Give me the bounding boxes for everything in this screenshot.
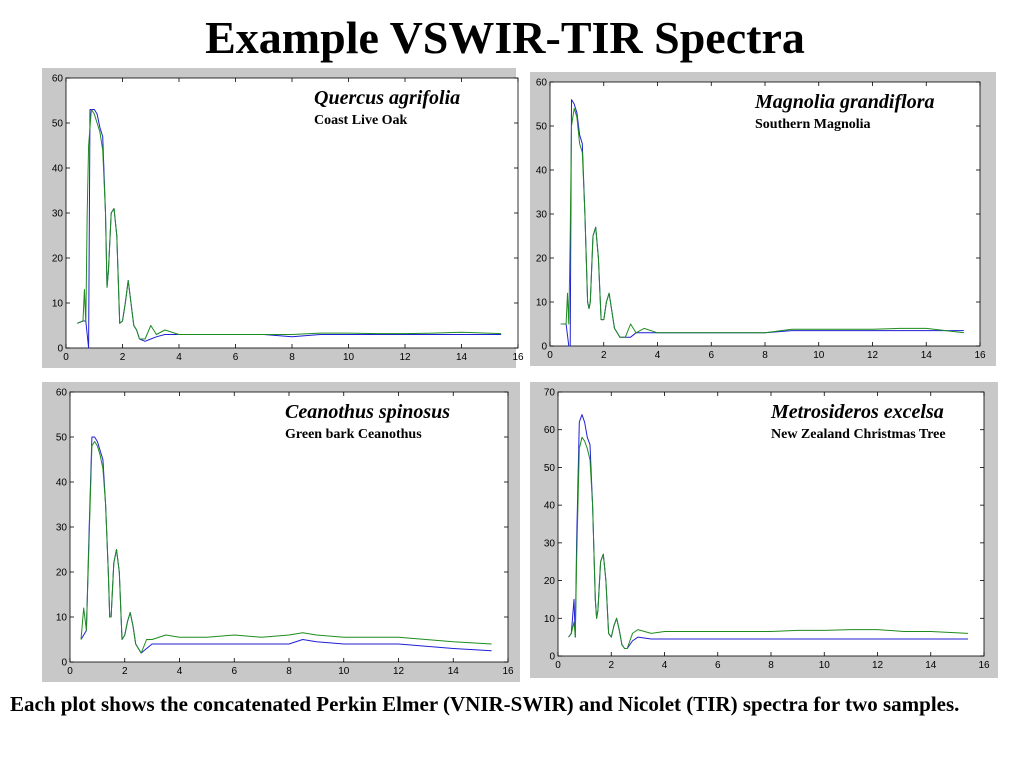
y-tick-label: 40 [56, 478, 68, 489]
plot-area [69, 391, 509, 663]
common-name: Green bark Ceanothus [285, 427, 422, 442]
y-tick-label: 50 [52, 119, 64, 130]
y-tick-label: 40 [536, 166, 548, 177]
y-tick-label: 0 [541, 342, 547, 353]
x-tick-label: 2 [122, 666, 128, 677]
x-tick-label: 8 [286, 666, 292, 677]
y-tick-label: 0 [57, 344, 63, 355]
x-tick-label: 14 [448, 666, 460, 677]
x-tick-label: 6 [233, 352, 239, 363]
plot-area [557, 391, 985, 657]
common-name: Southern Magnolia [755, 117, 871, 132]
y-tick-label: 20 [56, 568, 68, 579]
spectrum-line-green [568, 436, 969, 649]
spectra-chart-ceanothus: 0 2 4 6 8 10 12 14 16 0 10 20 30 40 50 60 Ceanothus spin… [56, 388, 514, 678]
y-tick-label: 30 [52, 209, 64, 220]
common-name: Coast Live Oak [314, 113, 408, 128]
y-tick-label: 10 [536, 298, 548, 309]
y-tick-label: 70 [544, 388, 556, 399]
y-tick-label: 50 [544, 463, 556, 474]
x-tick-label: 6 [715, 660, 721, 671]
x-tick-label: 14 [921, 350, 933, 361]
x-tick-label: 2 [601, 350, 607, 361]
species-name: Quercus agrifolia [314, 87, 460, 109]
y-tick-label: 20 [544, 576, 556, 587]
x-tick-label: 2 [120, 352, 126, 363]
figure-caption: Each plot shows the concatenated Perkin … [10, 692, 960, 716]
x-tick-label: 4 [176, 352, 182, 363]
chart-panel-ceanothus: 0 2 4 6 8 10 12 14 16 0 10 20 30 40 50 60 Ceanothus spin… [42, 382, 520, 682]
y-tick-label: 20 [536, 254, 548, 265]
x-tick-label: 6 [708, 350, 714, 361]
common-name: New Zealand Christmas Tree [771, 427, 946, 442]
x-tick-label: 10 [343, 352, 355, 363]
y-tick-label: 60 [544, 425, 556, 436]
species-name: Metrosideros excelsa [770, 401, 944, 423]
x-tick-label: 12 [867, 350, 879, 361]
y-tick-label: 40 [544, 501, 556, 512]
x-tick-label: 16 [512, 352, 524, 363]
x-tick-label: 12 [399, 352, 411, 363]
plot-area [65, 77, 519, 349]
y-tick-label: 60 [52, 74, 64, 85]
y-tick-label: 30 [56, 523, 68, 534]
x-tick-label: 4 [177, 666, 183, 677]
chart-panel-magnolia: 0 2 4 6 8 10 12 14 16 0 10 20 30 40 50 60 Magnolia grand… [530, 72, 996, 366]
x-tick-label: 8 [762, 350, 768, 361]
x-tick-label: 0 [555, 660, 561, 671]
y-tick-label: 50 [536, 122, 548, 133]
page-title: Example VSWIR-TIR Spectra [205, 12, 805, 63]
x-tick-label: 4 [655, 350, 661, 361]
spectrum-line-green [560, 107, 964, 338]
y-tick-label: 30 [536, 210, 548, 221]
x-tick-label: 12 [393, 666, 405, 677]
x-tick-label: 4 [662, 660, 668, 671]
x-tick-label: 14 [456, 352, 468, 363]
spectrum-line-green [80, 441, 492, 654]
y-tick-label: 10 [56, 613, 68, 624]
y-tick-label: 20 [52, 254, 64, 265]
y-tick-label: 50 [56, 433, 68, 444]
y-tick-label: 0 [61, 658, 67, 669]
spectrum-line-green [77, 109, 502, 340]
chart-panel-metrosideros: 0 2 4 6 8 10 12 14 16 0 10 20 30 40 50 60 70 Metrosideros… [530, 382, 998, 678]
y-tick-label: 10 [544, 614, 556, 625]
spectra-chart-metrosideros: 0 2 4 6 8 10 12 14 16 0 10 20 30 40 50 60 70 Metrosideros… [544, 388, 990, 672]
y-tick-label: 0 [549, 652, 555, 663]
spectra-chart-magnolia: 0 2 4 6 8 10 12 14 16 0 10 20 30 40 50 60 Magnolia grand… [536, 78, 986, 362]
x-tick-label: 0 [67, 666, 73, 677]
y-tick-label: 10 [52, 299, 64, 310]
x-tick-label: 12 [872, 660, 884, 671]
y-tick-label: 30 [544, 538, 556, 549]
chart-panel-quercus: 0 2 4 6 8 10 12 14 16 0 10 20 30 40 50 60 Quercus agrifo… [42, 68, 524, 368]
x-tick-label: 6 [231, 666, 237, 677]
x-tick-label: 16 [978, 660, 990, 671]
x-tick-label: 8 [768, 660, 774, 671]
y-tick-label: 40 [52, 164, 64, 175]
x-tick-label: 14 [925, 660, 937, 671]
spectra-chart-quercus: 0 2 4 6 8 10 12 14 16 0 10 20 30 40 50 60 Quercus agrifo… [52, 74, 524, 364]
x-tick-label: 10 [338, 666, 350, 677]
x-tick-label: 2 [608, 660, 614, 671]
x-tick-label: 10 [813, 350, 825, 361]
x-tick-label: 16 [974, 350, 986, 361]
x-tick-label: 10 [819, 660, 831, 671]
x-tick-label: 0 [547, 350, 553, 361]
x-tick-label: 16 [502, 666, 514, 677]
y-tick-label: 60 [536, 78, 548, 89]
species-name: Ceanothus spinosus [285, 401, 450, 423]
x-tick-label: 0 [63, 352, 69, 363]
species-name: Magnolia grandiflora [754, 91, 934, 113]
x-tick-label: 8 [289, 352, 295, 363]
y-tick-label: 60 [56, 388, 68, 399]
